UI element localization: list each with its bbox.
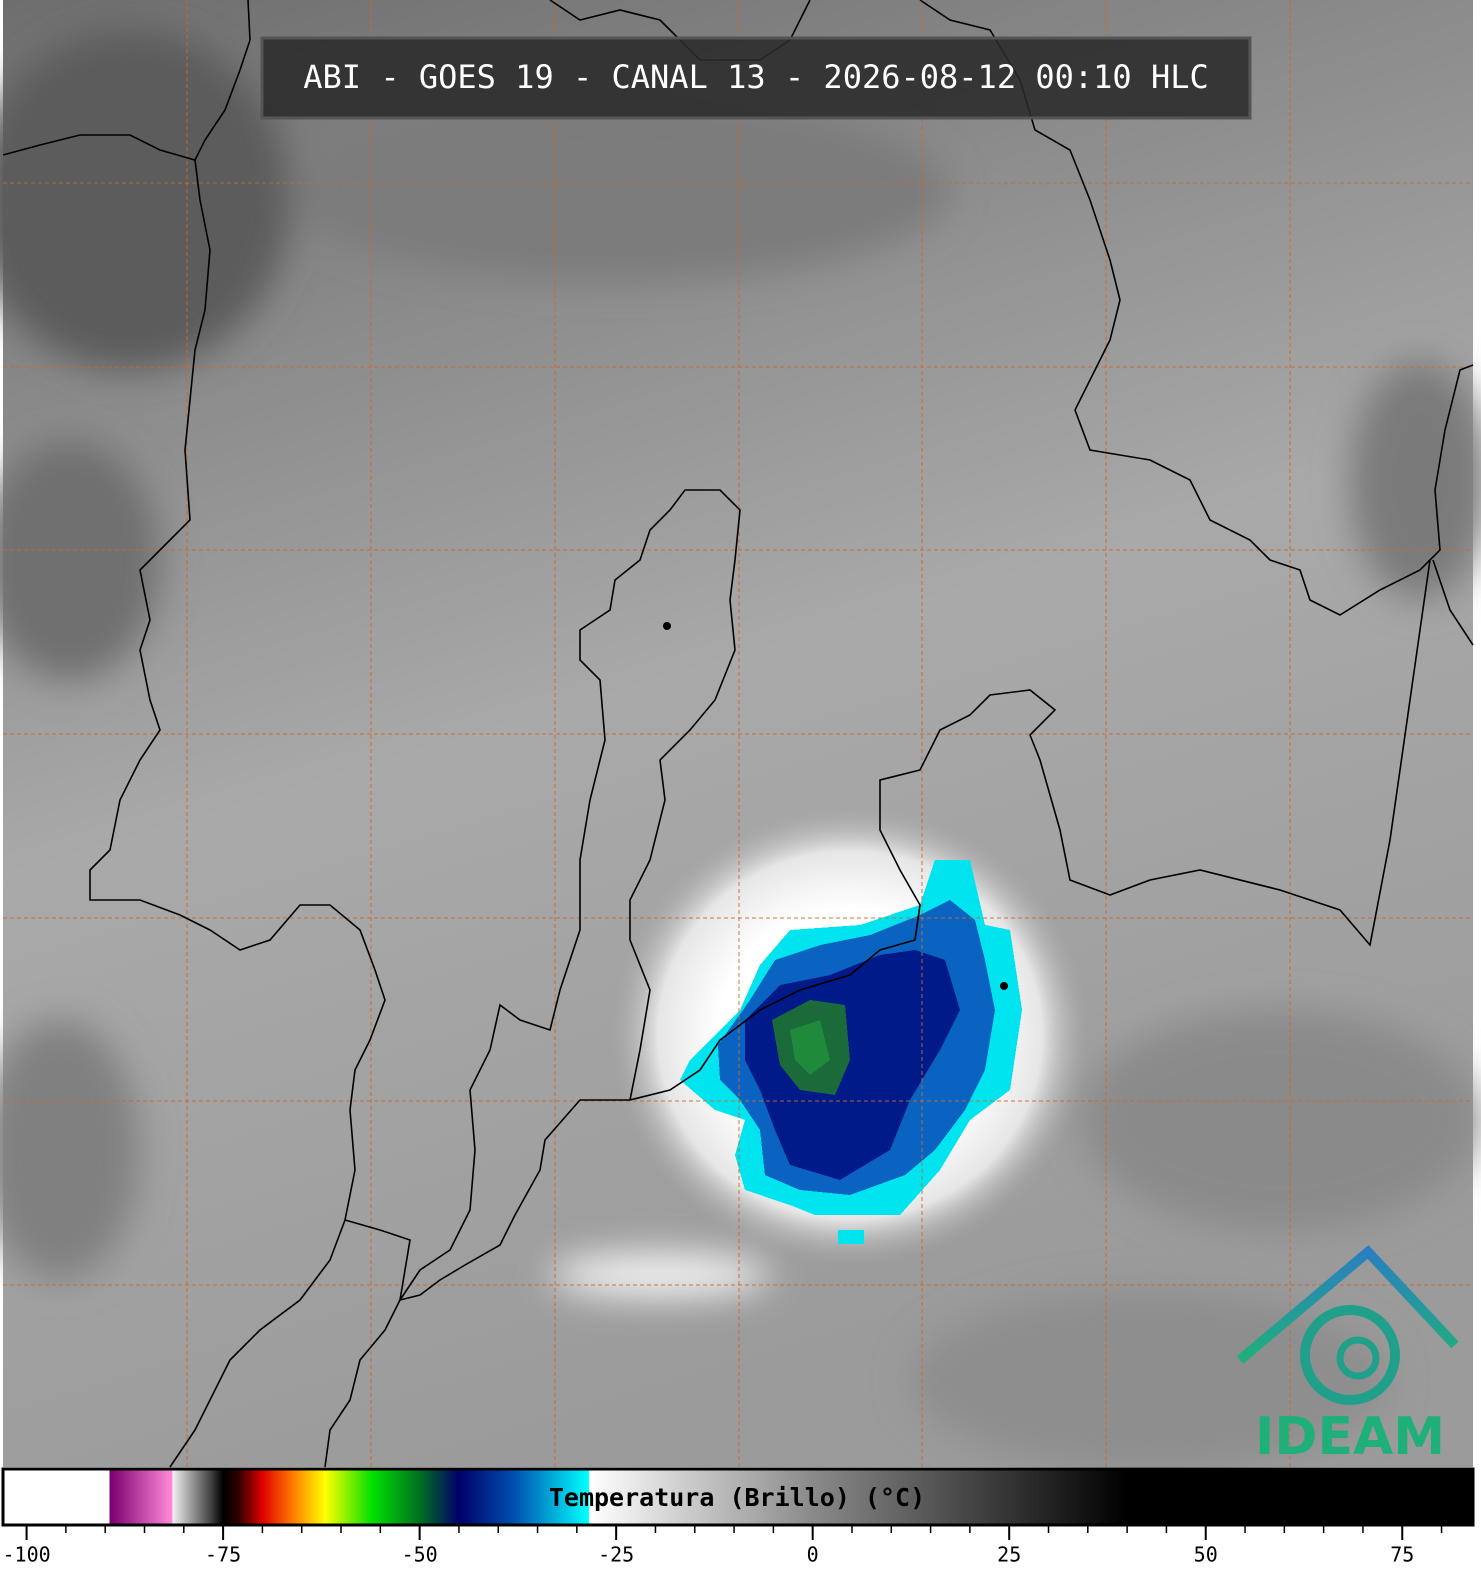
tick-label: -75 (205, 1543, 241, 1567)
tick-label: -25 (598, 1543, 634, 1567)
colorbar-label: Temperatura (Brillo) (°C) (549, 1483, 925, 1512)
logo-text: IDEAM (1255, 1407, 1445, 1467)
tick-label: 50 (1194, 1543, 1218, 1567)
colorbar: Temperatura (Brillo) (°C) -100 -75 -50 -25 0… (1, 1467, 1475, 1567)
tick-label: -50 (402, 1543, 438, 1567)
storm-core (680, 860, 1022, 1244)
borders (2, 0, 1474, 1468)
logo: IDEAM (1236, 1245, 1459, 1467)
satellite-map: ABI - GOES 19 - CANAL 13 - 2026-08-12 00… (0, 0, 1481, 1470)
tick-label: 0 (807, 1543, 819, 1567)
title-box (260, 36, 1252, 120)
title: ABI - GOES 19 - CANAL 13 - 2026-08-12 00… (303, 58, 1208, 96)
grid-lines (3, 0, 1473, 1467)
tick-label: 75 (1390, 1543, 1414, 1567)
tick-label: -100 (2, 1543, 50, 1567)
tick-label: 25 (997, 1543, 1021, 1567)
colorbar-rect (1, 1467, 1475, 1527)
